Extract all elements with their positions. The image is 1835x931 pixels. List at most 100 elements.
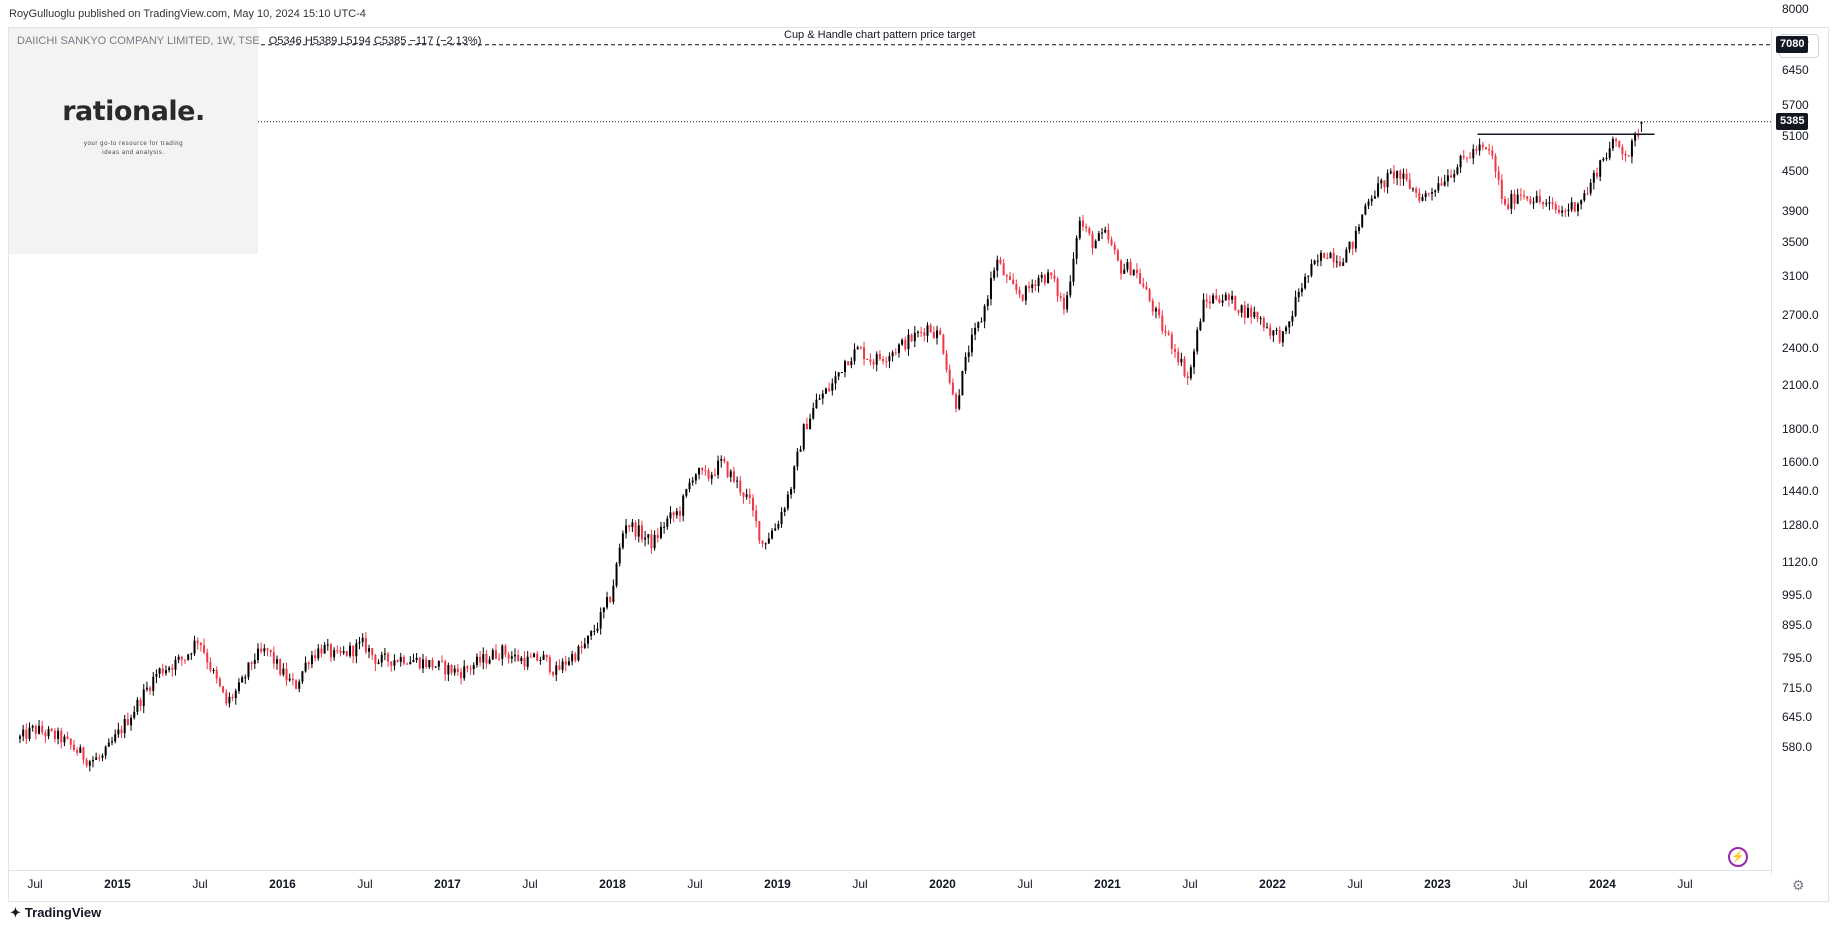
candle-body <box>1450 175 1453 178</box>
candle-body <box>498 658 501 660</box>
candle-body <box>79 747 82 753</box>
time-tick-label: 2023 <box>1424 877 1451 891</box>
candle-body <box>161 668 164 674</box>
candle-body <box>1599 160 1602 177</box>
candle-body <box>650 534 653 549</box>
candle-body <box>456 668 459 672</box>
candle-body <box>939 330 942 335</box>
candle-body <box>872 361 875 365</box>
candle-body <box>970 334 973 353</box>
settings-gear-icon[interactable]: ⚙ <box>1792 877 1805 893</box>
symbol-name[interactable]: DAIICHI SANKYO COMPANY LIMITED, 1W, TSE <box>17 35 260 47</box>
tradingview-brand: TradingView <box>24 905 102 920</box>
candle-body <box>1478 144 1481 151</box>
candle-body <box>295 680 298 689</box>
candle-body <box>767 538 770 544</box>
candle-body <box>1437 183 1440 191</box>
candle-body <box>1161 315 1164 332</box>
candle-body <box>571 654 574 662</box>
candle-body <box>1488 149 1491 151</box>
candle-body <box>1246 307 1249 318</box>
time-axis[interactable] <box>9 870 1771 899</box>
lightning-icon[interactable]: ⚡ <box>1728 847 1748 867</box>
candle-body <box>1557 209 1560 213</box>
candle-body <box>193 640 196 654</box>
candle-body <box>691 480 694 483</box>
candle-body <box>526 656 529 667</box>
candle-body <box>1043 275 1046 284</box>
candle-body <box>107 742 110 747</box>
candle-body <box>241 677 244 683</box>
candle-body <box>434 666 437 668</box>
candle-body <box>212 669 215 671</box>
candle-body <box>1554 204 1557 210</box>
candle-body <box>1383 180 1386 188</box>
candle-body <box>1637 133 1640 137</box>
candlestick-chart[interactable] <box>9 28 1771 870</box>
candle-body <box>1548 202 1551 204</box>
candle-body <box>818 398 821 400</box>
candle-body <box>1183 358 1186 377</box>
candle-body <box>672 512 675 516</box>
candle-body <box>1367 201 1370 206</box>
candle-body <box>1510 193 1513 209</box>
candle-body <box>342 651 345 653</box>
candle-body <box>1142 283 1145 287</box>
candle-body <box>1615 138 1618 142</box>
candle-body <box>41 725 44 733</box>
candle-body <box>644 537 647 540</box>
candle-body <box>234 690 237 699</box>
candle-body <box>1123 269 1126 274</box>
candle-body <box>1170 334 1173 350</box>
time-tick-label: Jul <box>687 877 703 891</box>
candle-body <box>659 526 662 538</box>
candle-body <box>1618 141 1621 148</box>
candle-body <box>1237 310 1240 313</box>
candle-body <box>780 512 783 525</box>
candle-body <box>1075 237 1078 259</box>
tradingview-logo[interactable]: ✦ TradingView <box>10 905 101 921</box>
candle-body <box>279 659 282 675</box>
candle-body <box>561 661 564 670</box>
candle-body <box>1072 258 1075 282</box>
candle-body <box>1069 281 1072 296</box>
candle-body <box>669 512 672 519</box>
candle-body <box>552 672 555 675</box>
candle-body <box>444 661 447 675</box>
candle-body <box>507 654 510 659</box>
candle-body <box>612 585 615 602</box>
candle-body <box>809 418 812 430</box>
candle-body <box>586 635 589 644</box>
candle-body <box>1186 376 1189 379</box>
candle-body <box>1507 204 1510 209</box>
candle-body <box>117 729 120 735</box>
candle-body <box>1316 260 1319 262</box>
candle-body <box>101 755 104 758</box>
time-tick-label: Jul <box>1347 877 1363 891</box>
candle-body <box>1202 299 1205 322</box>
candle-body <box>755 510 758 522</box>
candle-body <box>253 659 256 664</box>
candle-body <box>298 681 301 689</box>
candle-body <box>539 659 542 661</box>
candle-body <box>583 643 586 648</box>
candle-body <box>875 354 878 365</box>
candle-body <box>266 648 269 650</box>
candle-body <box>640 525 643 540</box>
candle-body <box>1297 292 1300 298</box>
candle-body <box>802 423 805 450</box>
candle-body <box>812 408 815 419</box>
candle-body <box>228 696 231 704</box>
candle-body <box>1323 252 1326 259</box>
candle-body <box>961 370 964 396</box>
candle-body <box>907 334 910 350</box>
candle-body <box>1310 263 1313 276</box>
price-scale[interactable] <box>1771 28 1828 875</box>
candle-body <box>574 654 577 661</box>
candle-body <box>447 665 450 675</box>
candle-body <box>1243 305 1246 318</box>
time-tick-label: 2021 <box>1094 877 1121 891</box>
candle-body <box>472 665 475 670</box>
candle-body <box>91 759 94 762</box>
candle-body <box>1529 199 1532 204</box>
